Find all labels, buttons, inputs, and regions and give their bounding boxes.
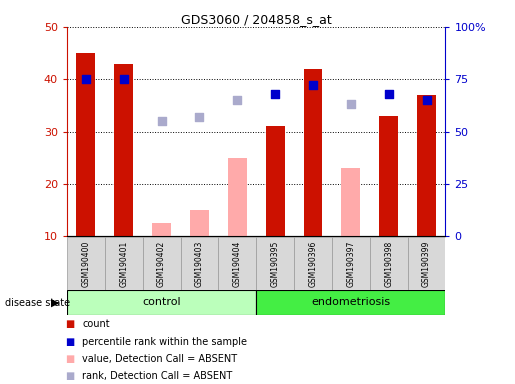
- Text: ■: ■: [65, 319, 74, 329]
- Bar: [417, 95, 436, 288]
- Point: [233, 97, 242, 103]
- Bar: [76, 53, 95, 288]
- Text: GSM190401: GSM190401: [119, 241, 128, 287]
- Text: GSM190403: GSM190403: [195, 241, 204, 287]
- Point: [271, 91, 279, 97]
- Text: GSM190395: GSM190395: [271, 241, 280, 287]
- Text: GSM190399: GSM190399: [422, 241, 431, 287]
- Text: rank, Detection Call = ABSENT: rank, Detection Call = ABSENT: [82, 371, 233, 381]
- Bar: [152, 223, 171, 288]
- Text: GSM190397: GSM190397: [347, 241, 355, 287]
- Bar: [408, 237, 445, 290]
- Text: disease state: disease state: [5, 298, 70, 308]
- Bar: [294, 237, 332, 290]
- Bar: [114, 63, 133, 288]
- Bar: [370, 237, 408, 290]
- Bar: [67, 237, 105, 290]
- Point: [82, 76, 90, 82]
- Text: GSM190396: GSM190396: [308, 241, 317, 287]
- Bar: [67, 290, 256, 315]
- Text: GSM190404: GSM190404: [233, 241, 242, 287]
- Point: [158, 118, 166, 124]
- Bar: [341, 168, 360, 288]
- Text: GSM190402: GSM190402: [157, 241, 166, 287]
- Bar: [256, 290, 445, 315]
- Bar: [266, 126, 285, 288]
- Bar: [190, 210, 209, 288]
- Text: GSM190400: GSM190400: [81, 241, 90, 287]
- Text: value, Detection Call = ABSENT: value, Detection Call = ABSENT: [82, 354, 237, 364]
- Bar: [143, 237, 180, 290]
- Text: endometriosis: endometriosis: [311, 297, 390, 308]
- Text: ■: ■: [65, 371, 74, 381]
- Bar: [181, 237, 218, 290]
- Bar: [218, 237, 256, 290]
- Text: ■: ■: [65, 354, 74, 364]
- Bar: [105, 237, 143, 290]
- Bar: [332, 237, 370, 290]
- Point: [119, 76, 128, 82]
- Text: ▶: ▶: [50, 298, 59, 308]
- Bar: [256, 237, 294, 290]
- Bar: [379, 116, 398, 288]
- Text: percentile rank within the sample: percentile rank within the sample: [82, 337, 247, 347]
- Point: [309, 83, 317, 89]
- Bar: [303, 69, 322, 288]
- Bar: [228, 158, 247, 288]
- Point: [422, 97, 431, 103]
- Text: control: control: [142, 297, 181, 308]
- Point: [385, 91, 393, 97]
- Text: GSM190398: GSM190398: [384, 241, 393, 287]
- Text: count: count: [82, 319, 110, 329]
- Point: [347, 101, 355, 108]
- Point: [195, 114, 203, 120]
- Title: GDS3060 / 204858_s_at: GDS3060 / 204858_s_at: [181, 13, 332, 26]
- Text: ■: ■: [65, 337, 74, 347]
